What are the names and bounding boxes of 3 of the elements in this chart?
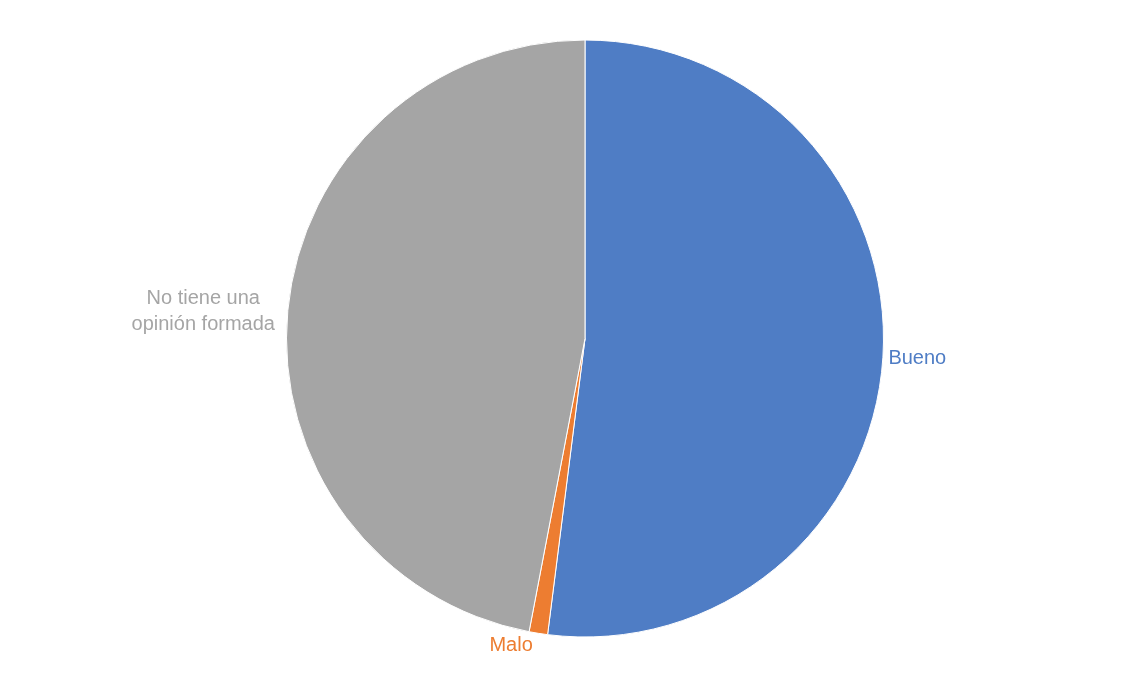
slice-label: Malo bbox=[489, 633, 533, 656]
slice-label: No tiene una opinión formada bbox=[131, 286, 276, 335]
slice-label: Bueno bbox=[888, 346, 947, 369]
